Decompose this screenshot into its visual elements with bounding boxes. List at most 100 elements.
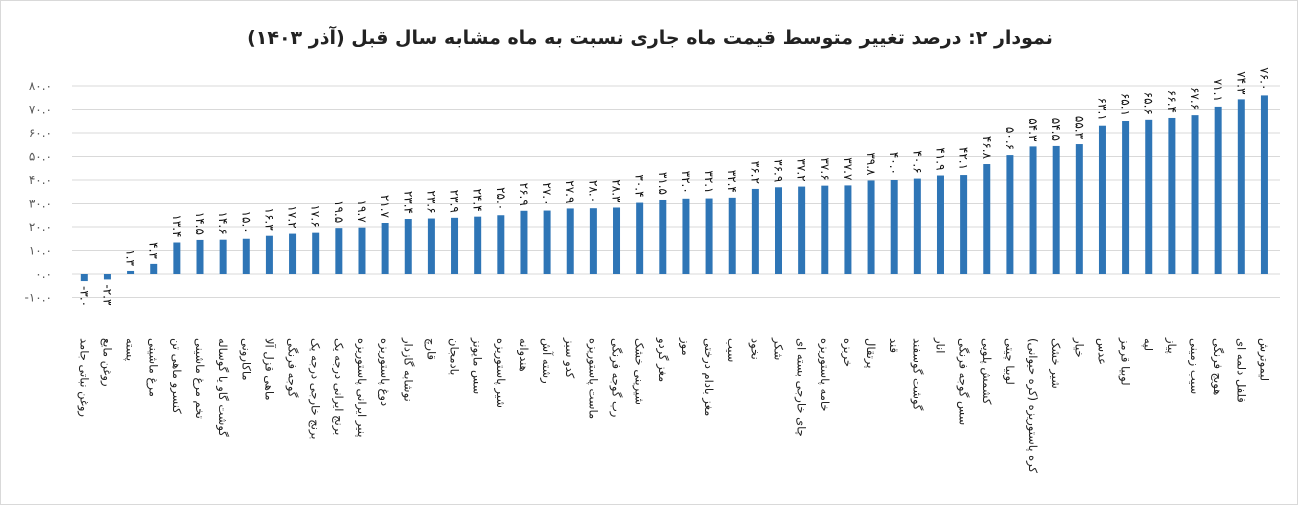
- data-label: ۱۹.۷: [355, 200, 369, 224]
- bar: [821, 185, 829, 274]
- bar: [1029, 146, 1037, 274]
- category-label: خیار: [1071, 337, 1086, 358]
- category-label: شیرینی خشک: [632, 338, 647, 405]
- category-label: هندوانه: [516, 338, 531, 372]
- data-label: -۲.۳: [100, 284, 114, 306]
- category-label: رشته آش: [539, 338, 554, 384]
- data-label: ۶۵.۱: [1119, 93, 1133, 116]
- bar: [451, 217, 459, 274]
- data-label: ۲۱.۷: [378, 195, 392, 219]
- bar: [381, 223, 389, 274]
- category-label: لوبیا چیتی: [1002, 338, 1017, 385]
- data-label: ۷۶.۰: [1257, 67, 1271, 90]
- y-axis-ticks: -۱۰.۰ ۰.۰ ۱۰.۰ ۲۰.۰ ۳۰.۰ ۴۰.۰ ۵۰.۰ ۶۰.۰ ۷۰.۰ ۸۰.۰: [25, 79, 52, 305]
- bar: [589, 208, 597, 274]
- data-label: ۶۳.۱: [1095, 98, 1109, 121]
- bar: [751, 188, 759, 274]
- bar: [1168, 117, 1176, 275]
- data-label: ۳۲.۴: [725, 170, 739, 193]
- bar: [312, 232, 320, 274]
- category-label: قارچ: [423, 338, 438, 360]
- data-label: ۳۱.۵: [656, 172, 670, 195]
- y-tick-label: ۱۰.۰: [29, 244, 52, 258]
- data-labels: -۳.۰ -۲.۳ ۱.۳ ۴.۳ ۱۳.۴ ۱۴.۵ ۱۴.۶ ۱۵.۰ ۱۶.۳ ۱۷.۲ ۱۷…: [77, 67, 1271, 307]
- bar: [173, 242, 181, 274]
- bar: [543, 210, 551, 274]
- bar: [404, 219, 412, 274]
- category-label: خامه پاستوریزه: [817, 338, 832, 411]
- y-tick-label: ۶۰.۰: [29, 126, 52, 140]
- category-label: مغز گردو: [655, 337, 670, 382]
- data-label: ۱۷.۲: [286, 205, 300, 228]
- y-tick-label: ۵۰.۰: [29, 150, 52, 164]
- category-label: کدو سبز: [562, 337, 577, 379]
- bar: [636, 202, 644, 274]
- bar: [1122, 121, 1130, 274]
- data-label: ۶۶.۴: [1165, 90, 1179, 113]
- category-label: لیموترش: [1256, 338, 1271, 381]
- data-label: ۴۰.۰: [887, 152, 901, 175]
- bar: [80, 274, 88, 282]
- category-labels: روغن نباتی جامد روغن مایع پسته مرغ ماشینی کن…: [76, 337, 1271, 474]
- category-label: هویج فرنگی: [1210, 338, 1225, 395]
- data-label: ۲۴.۴: [471, 189, 485, 212]
- category-label: گوشت گاو یا گوساله: [215, 338, 230, 437]
- bar: [150, 263, 158, 274]
- bar: [103, 274, 111, 280]
- bar: [265, 235, 273, 274]
- data-label: ۶۵.۶: [1142, 92, 1156, 115]
- bar: [890, 180, 898, 274]
- data-label: ۱۹.۵: [332, 200, 346, 223]
- category-label: کره پاستوریزه (کره حیوانی): [1025, 338, 1040, 474]
- y-tick-label: ۴۰.۰: [29, 173, 52, 187]
- data-label: ۵۰.۶: [1003, 127, 1017, 150]
- category-label: ماهی قزل آلا: [261, 338, 276, 401]
- bar: [242, 238, 250, 274]
- data-label: ۲۸.۰: [586, 180, 600, 203]
- bar: [682, 198, 690, 274]
- bar: [1098, 125, 1106, 274]
- category-label: نخود: [747, 338, 762, 360]
- category-label: مرغ ماشینی: [146, 338, 161, 397]
- bar: [1145, 119, 1153, 274]
- bar: [728, 197, 736, 274]
- y-tick-label: ۸۰.۰: [29, 79, 52, 93]
- data-label: ۲۷.۰: [540, 182, 554, 205]
- data-label: ۴۶.۸: [980, 136, 994, 160]
- category-label: انار: [932, 337, 947, 353]
- category-label: شکر: [771, 337, 786, 360]
- bar: [775, 187, 782, 274]
- bar: [960, 175, 968, 274]
- category-label: فلفل دلمه ای: [1234, 338, 1248, 403]
- bar: [1191, 115, 1199, 274]
- data-label: ۱۳.۴: [170, 214, 184, 237]
- category-label: گوشت گوسفند: [909, 338, 924, 411]
- bars: [80, 95, 1268, 282]
- bar: [798, 186, 806, 274]
- data-label: ۲۳.۴: [401, 191, 415, 214]
- category-label: سیب زمینی: [1187, 338, 1202, 394]
- bar: [474, 216, 482, 274]
- data-label: ۴.۳: [147, 242, 161, 259]
- bar: [566, 208, 574, 274]
- data-label: ۳۹.۸: [864, 152, 878, 176]
- category-label: کشمش پلویی: [979, 338, 994, 405]
- category-label: خربزه: [840, 338, 855, 367]
- category-label: رب گوجه فرنگی: [609, 338, 624, 417]
- category-label: گوجه فرنگی: [285, 338, 300, 398]
- bar: [497, 215, 505, 274]
- y-tick-label: ۷۰.۰: [29, 103, 52, 117]
- category-label: ماکارونی: [238, 338, 253, 381]
- data-label: ۲۳.۹: [448, 190, 462, 213]
- data-label: -۳.۰: [77, 286, 91, 307]
- bar: [1214, 106, 1222, 274]
- bar: [936, 175, 944, 274]
- data-label: ۳۷.۶: [818, 157, 832, 180]
- y-tick-label: ۰.۰: [35, 267, 52, 281]
- data-label: ۷۴.۳: [1234, 71, 1248, 95]
- bar: [1075, 144, 1083, 274]
- category-label: روغن نباتی جامد: [76, 338, 91, 417]
- category-label: لپه: [1142, 338, 1156, 351]
